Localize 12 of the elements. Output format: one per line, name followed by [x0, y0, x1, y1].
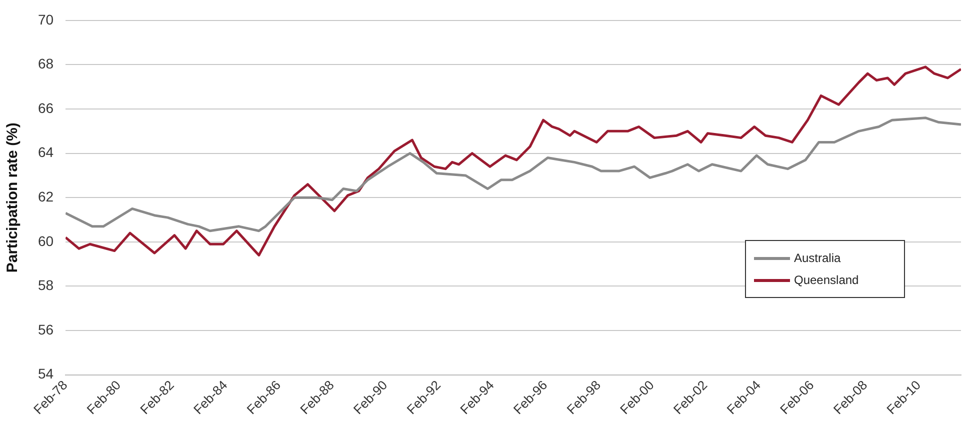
y-axis-title: Participation rate (%) — [4, 122, 22, 273]
legend-label: Australia — [794, 251, 841, 265]
y-tick-label: 70 — [38, 11, 54, 28]
y-tick-label: 62 — [38, 188, 54, 204]
y-tick-label: 68 — [38, 56, 54, 72]
y-tick-label: 66 — [38, 100, 54, 116]
y-tick-label: 64 — [38, 144, 54, 160]
y-tick-label: 58 — [38, 277, 54, 294]
legend-label: Queensland — [794, 273, 859, 287]
y-tick-label: 54 — [38, 366, 54, 382]
y-tick-label: 60 — [38, 232, 54, 249]
y-tick-label: 56 — [38, 321, 54, 338]
